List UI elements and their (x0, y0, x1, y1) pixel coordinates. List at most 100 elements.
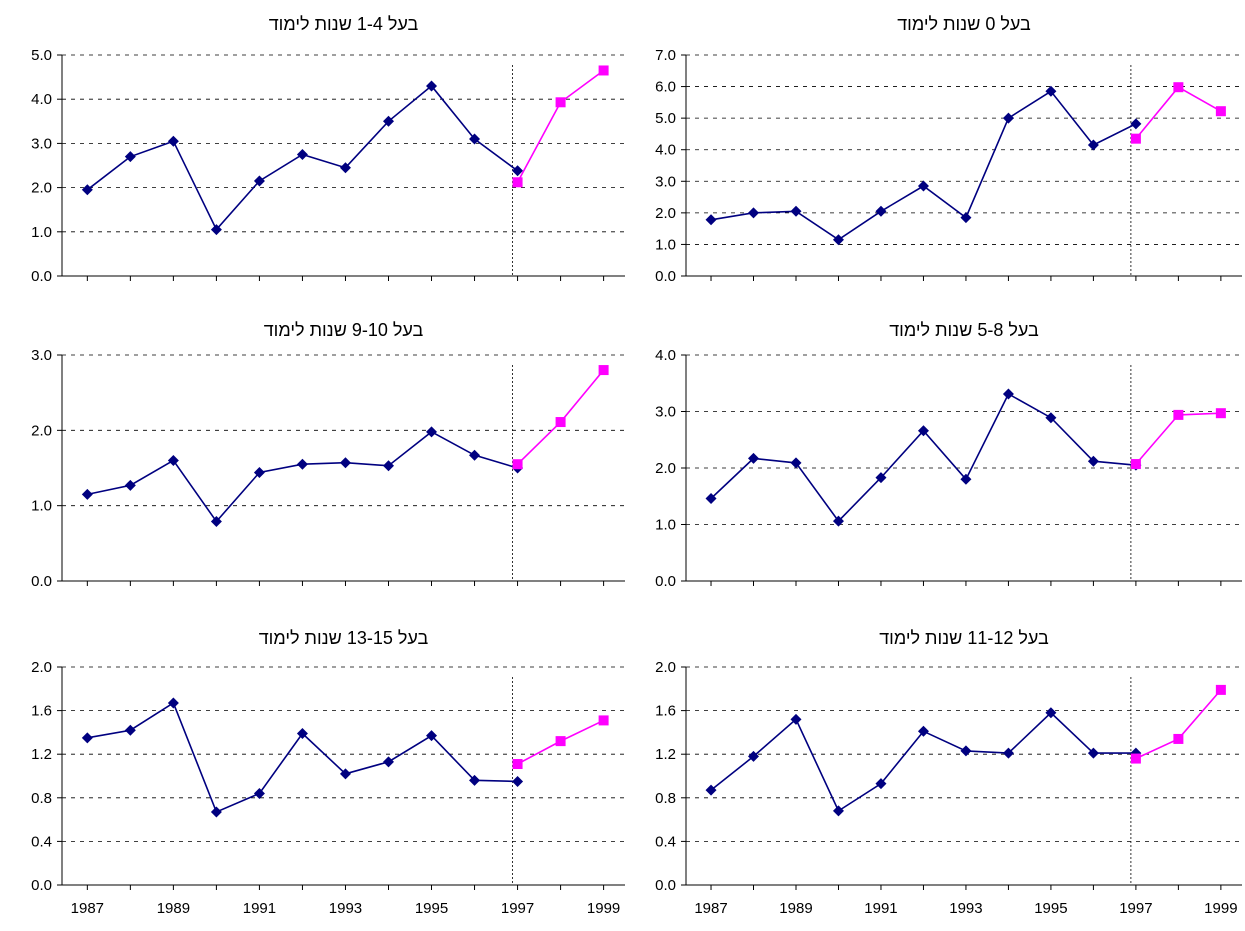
series-line (1135, 412, 1221, 465)
y-tick-label: 0.0 (31, 877, 52, 894)
x-tick-label: 1999 (587, 900, 620, 917)
data-point (598, 65, 609, 76)
y-tick-label: 0.0 (31, 573, 52, 590)
data-point (832, 234, 844, 246)
y-tick-label: 1.0 (31, 224, 52, 241)
y-tick-label: 0.0 (655, 877, 676, 894)
y-tick-label: 2.0 (31, 422, 52, 439)
data-point (875, 205, 887, 217)
x-tick-label: 1989 (779, 900, 812, 917)
data-point (382, 115, 394, 127)
y-tick-label: 0.0 (31, 268, 52, 285)
x-tick-label: 1999 (1204, 900, 1237, 917)
data-point (598, 365, 609, 376)
chart-panel-1: בעל 1-4 שנות לימוד 0.0 1.0 2.0 3.0 4.0 5.0 (31, 14, 625, 285)
series-line (710, 90, 1137, 241)
series-line (1135, 689, 1222, 760)
data-point (512, 165, 524, 177)
data-point (1173, 82, 1184, 93)
y-tick-label: 2.0 (31, 180, 52, 197)
data-point (469, 774, 481, 786)
series-line (516, 69, 605, 183)
data-point (1130, 753, 1141, 764)
data-point (1215, 408, 1226, 419)
data-point (124, 724, 136, 736)
data-point (748, 452, 760, 464)
data-point (1002, 112, 1014, 124)
data-point (167, 135, 179, 147)
y-tick-label: 1.6 (655, 703, 676, 720)
data-point (1045, 412, 1057, 424)
y-tick-label: 0.8 (31, 790, 52, 807)
y-tick-label: 4.0 (655, 142, 676, 159)
x-tick-label: 1995 (415, 900, 448, 917)
data-point (253, 787, 265, 799)
series-line (710, 392, 1136, 523)
series-line (87, 701, 518, 814)
data-point (1002, 747, 1014, 759)
data-point (512, 177, 523, 188)
data-point (339, 768, 351, 780)
chart-panel-3: בעל 9-10 שנות לימוד 0.0 1.0 2.0 3.0 (31, 320, 625, 590)
data-point (382, 756, 394, 768)
x-tick-label: 1993 (329, 900, 362, 917)
data-point (253, 467, 265, 479)
data-point (426, 426, 438, 438)
data-point (748, 207, 760, 219)
y-tick-label: 4.0 (31, 91, 52, 108)
data-point (210, 806, 222, 818)
data-point (1045, 707, 1057, 719)
data-point (875, 778, 887, 790)
x-tick-label: 1987 (694, 900, 727, 917)
data-point (705, 214, 717, 226)
data-point (705, 493, 717, 505)
data-point (167, 697, 179, 709)
y-tick-label: 3.0 (655, 173, 676, 190)
y-tick-label: 2.0 (31, 659, 52, 676)
y-tick-label: 3.0 (31, 347, 52, 364)
y-tick-label: 0.4 (655, 833, 676, 850)
data-point (512, 459, 523, 470)
data-point (1087, 747, 1099, 759)
data-point (426, 730, 438, 742)
chart-panel-2: בעל 0 שנות לימוד 0.0 1.0 2.0 3.0 4.0 5.0 6.0 7.0 (655, 14, 1242, 285)
y-tick-label: 0.4 (31, 833, 52, 850)
y-tick-label: 1.0 (655, 236, 676, 253)
data-point (917, 180, 929, 192)
y-tick-label: 2.0 (655, 460, 676, 477)
data-point (1130, 133, 1141, 144)
y-tick-label: 1.6 (31, 703, 52, 720)
chart-title: בעל 9-10 שנות לימוד (264, 320, 424, 340)
y-tick-label: 0.0 (655, 573, 676, 590)
data-point (210, 515, 222, 527)
chart-title: בעל 13-15 שנות לימוד (259, 628, 429, 648)
data-point (1173, 409, 1184, 420)
data-point (512, 759, 523, 770)
data-point (790, 713, 802, 725)
chart-title: בעל 5-8 שנות לימוד (889, 320, 1039, 340)
data-point (469, 133, 481, 145)
x-tick-label: 1987 (71, 900, 104, 917)
data-point (555, 97, 566, 108)
data-point (339, 457, 351, 469)
data-point (875, 472, 887, 484)
data-point (555, 417, 566, 428)
data-point (210, 224, 222, 236)
data-point (832, 805, 844, 817)
x-tick-label: 1989 (157, 900, 190, 917)
data-point (1087, 139, 1099, 151)
y-tick-label: 0.8 (655, 790, 676, 807)
data-point (960, 212, 972, 224)
chart-panel-6: בעל 11-12 שנות לימוד 0.0 0.4 0.8 1.2 1.6 2.0 19… (655, 628, 1242, 917)
y-tick-label: 1.2 (655, 746, 676, 763)
data-point (1130, 459, 1141, 470)
y-tick-label: 4.0 (655, 347, 676, 364)
data-point (81, 732, 93, 744)
y-tick-label: 3.0 (31, 135, 52, 152)
y-tick-label: 5.0 (655, 110, 676, 127)
data-point (253, 175, 265, 187)
data-point (832, 515, 844, 527)
data-point (1002, 388, 1014, 400)
